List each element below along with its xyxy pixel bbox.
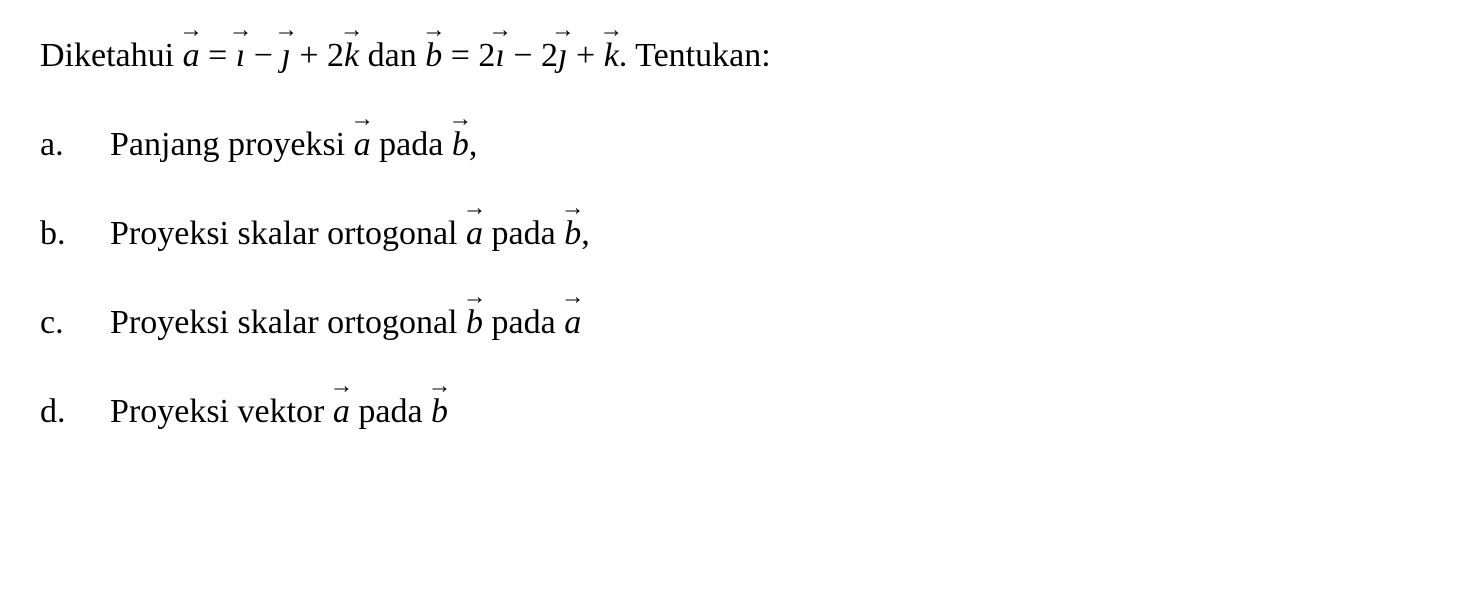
- item-text: Proyeksi skalar ortogonal b pada a: [110, 297, 1442, 348]
- item-mid: pada: [350, 393, 431, 430]
- vector-symbol: b: [431, 386, 448, 437]
- vector-symbol: a: [466, 208, 483, 259]
- vector-i-2: ı: [495, 30, 504, 81]
- list-item: d. Proyeksi vektor a pada b: [40, 386, 1442, 437]
- intro-suffix: . Tentukan:: [619, 37, 771, 74]
- item-pre: Proyeksi skalar ortogonal: [110, 304, 466, 341]
- item-pre: Panjang proyeksi: [110, 126, 354, 163]
- vector-symbol: b: [564, 208, 581, 259]
- vector-symbol: a: [564, 297, 581, 348]
- vector-k-1: k: [344, 30, 359, 81]
- item-pre: Proyeksi skalar ortogonal: [110, 215, 466, 252]
- vector-k-2: k: [604, 30, 619, 81]
- vector-symbol: b: [466, 297, 483, 348]
- vector-symbol: a: [333, 386, 350, 437]
- item-label: a.: [40, 119, 110, 170]
- item-mid: pada: [371, 126, 452, 163]
- vector-b: b: [425, 30, 442, 81]
- intro-prefix: Diketahui: [40, 37, 183, 74]
- plus-1: + 2: [291, 37, 344, 74]
- vector-symbol: a: [354, 119, 371, 170]
- vector-a: a: [183, 30, 200, 81]
- vector-j-2: ȷ: [558, 30, 567, 81]
- problem-statement: Diketahui a = ı − ȷ + 2k dan b = 2ı − 2ȷ…: [40, 30, 1442, 81]
- dan-text: dan: [359, 37, 425, 74]
- list-item: a. Panjang proyeksi a pada b,: [40, 119, 1442, 170]
- vector-j-1: ȷ: [281, 30, 290, 81]
- question-list: a. Panjang proyeksi a pada b, b. Proyeks…: [40, 119, 1442, 437]
- item-mid: pada: [483, 304, 564, 341]
- item-text: Proyeksi skalar ortogonal a pada b,: [110, 208, 1442, 259]
- item-label: b.: [40, 208, 110, 259]
- vector-i-1: ı: [236, 30, 245, 81]
- item-label: d.: [40, 386, 110, 437]
- list-item: c. Proyeksi skalar ortogonal b pada a: [40, 297, 1442, 348]
- list-item: b. Proyeksi skalar ortogonal a pada b,: [40, 208, 1442, 259]
- item-text: Panjang proyeksi a pada b,: [110, 119, 1442, 170]
- item-label: c.: [40, 297, 110, 348]
- item-mid: pada: [483, 215, 564, 252]
- item-text: Proyeksi vektor a pada b: [110, 386, 1442, 437]
- vector-symbol: b: [452, 119, 469, 170]
- item-pre: Proyeksi vektor: [110, 393, 333, 430]
